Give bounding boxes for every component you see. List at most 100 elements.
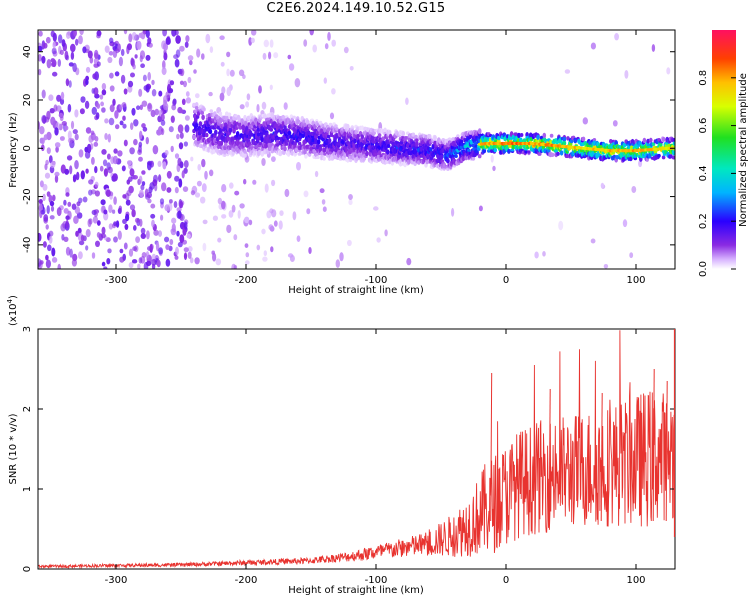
- spectrogram-noise-cell: [38, 199, 43, 204]
- spectrogram-noise-cell: [140, 227, 146, 234]
- spectrogram-noise-cell: [384, 229, 388, 237]
- spectrogram-ridge-cell: [372, 131, 377, 135]
- spectrogram-noise-cell: [96, 220, 101, 226]
- spectrogram-noise-cell: [84, 100, 90, 109]
- spectrogram-noise-cell: [136, 40, 142, 50]
- spectrogram-noise-cell: [107, 166, 113, 174]
- spectrogram-noise-cell: [243, 178, 247, 185]
- spectrogram-noise-cell: [151, 219, 155, 228]
- spectrogram-noise-cell: [80, 96, 86, 103]
- spectrogram-ridge-cell: [290, 150, 295, 156]
- spectrogram-ridge-cell: [262, 131, 266, 135]
- spectrogram-noise-cell: [331, 39, 337, 47]
- spectrogram-noise-cell: [296, 161, 301, 171]
- spectrogram-noise-cell: [217, 197, 223, 205]
- spectrogram-noise-cell: [406, 257, 412, 266]
- spectrogram-noise-cell: [78, 251, 83, 260]
- spectrogram-noise-cell: [156, 129, 162, 136]
- spectrogram-ridge-cell: [196, 111, 201, 117]
- spectrogram-noise-cell: [100, 101, 104, 107]
- spectrogram-noise-cell: [101, 107, 106, 113]
- spectrogram-noise-cell: [71, 203, 77, 210]
- spectrogram-noise-cell: [49, 108, 55, 114]
- spectrogram-noise-cell: [126, 160, 132, 166]
- spectrogram-noise-cell: [74, 206, 81, 215]
- spectrogram-noise-cell: [246, 93, 251, 101]
- spectrogram-ridge-cell: [194, 123, 199, 128]
- spectrogram-noise-cell: [65, 31, 71, 39]
- spectrogram-noise-cell: [202, 219, 208, 225]
- spectrogram-noise-cell: [161, 40, 167, 50]
- spectrogram-ridge-cell: [566, 136, 570, 141]
- spectrogram-noise-cell: [183, 141, 188, 147]
- spectrogram-noise-cell: [101, 226, 106, 235]
- spectrogram-noise-cell: [74, 133, 79, 141]
- spectrogram-noise-cell: [134, 54, 138, 59]
- spectrogram-noise-cell: [134, 217, 140, 223]
- spectrogram-noise-cell: [190, 190, 196, 196]
- spectrogram-noise-cell: [125, 199, 131, 206]
- spectrogram-noise-cell: [117, 150, 123, 157]
- spectrogram-ridge-cell: [671, 149, 675, 156]
- spectrogram-noise-cell: [104, 45, 110, 53]
- spectrogram-noise-cell: [63, 208, 69, 214]
- spectrogram-noise-cell: [534, 251, 539, 259]
- spectrogram-noise-cell: [166, 187, 172, 193]
- spectrogram-ridge-cell: [234, 114, 238, 118]
- spectrogram-noise-cell: [163, 95, 168, 104]
- spectrogram-noise-cell: [165, 258, 171, 267]
- spectrogram-noise-cell: [118, 205, 123, 212]
- spectrogram-noise-cell: [129, 168, 135, 177]
- spectrogram-noise-cell: [66, 155, 73, 161]
- spectrogram-ridge-cell: [318, 144, 323, 148]
- spectrogram-noise-cell: [256, 104, 260, 113]
- spectrogram-noise-cell: [229, 69, 235, 77]
- spectrogram-ridge-cell: [258, 141, 263, 146]
- spectrogram-ridge-cell: [442, 163, 447, 169]
- spectrogram-noise-cell: [478, 205, 483, 212]
- spectrogram-ridge-cell: [198, 121, 203, 127]
- spectrogram-noise-cell: [145, 85, 150, 93]
- spectrogram-noise-cell: [153, 174, 158, 183]
- spectrogram-ridge-cell: [238, 125, 243, 130]
- spectrogram-noise-cell: [149, 243, 154, 250]
- spectrogram-noise-cell: [107, 56, 113, 64]
- spectrogram-noise-cell: [158, 174, 162, 183]
- spectrogram-ridge-cell: [285, 139, 290, 143]
- spectrogram-noise-cell: [41, 144, 45, 152]
- spectrogram-noise-cell: [171, 223, 176, 233]
- spectrogram-ridge-cell: [269, 127, 274, 132]
- spectrogram-noise-cell: [160, 214, 164, 221]
- spectrogram-noise-cell: [135, 236, 141, 244]
- spectrogram-noise-cell: [163, 102, 169, 111]
- spectrogram-noise-cell: [75, 38, 79, 46]
- spectrogram-noise-cell: [85, 229, 91, 238]
- spectrogram-noise-cell: [57, 58, 61, 67]
- spectrogram-ridge-cell: [467, 148, 471, 152]
- spectrogram-ridge-cell: [194, 106, 199, 110]
- spectrogram-noise-cell: [221, 184, 227, 193]
- spectrogram-noise-cell: [74, 160, 79, 170]
- spectrogram-ridge-cell: [254, 144, 259, 149]
- spectrogram-noise-cell: [147, 161, 152, 171]
- spectrogram-ridge-cell: [243, 149, 247, 154]
- spectrogram-ridge-cell: [377, 150, 382, 156]
- spectrogram-noise-cell: [42, 241, 47, 248]
- spectrogram-ridge-cell: [477, 154, 482, 159]
- snr-peak-spike: [490, 372, 493, 522]
- spectrogram-ridge-cell: [417, 156, 421, 162]
- spectrogram-noise-cell: [324, 43, 329, 50]
- spectrogram-noise-cell: [156, 259, 161, 268]
- spectrogram-x-tick-label: 0: [503, 275, 509, 286]
- spectrogram-ridge-cell: [581, 136, 586, 142]
- spectrogram-noise-cell: [114, 71, 120, 77]
- spectrogram-noise-cell: [91, 88, 95, 94]
- spectrogram-ridge-cell: [283, 146, 287, 152]
- spectrogram-noise-cell: [68, 80, 72, 88]
- spectrogram-noise-cell: [51, 62, 56, 67]
- spectrogram-ridge-cell: [456, 134, 460, 139]
- spectrogram-noise-cell: [50, 161, 56, 169]
- spectrogram-noise-cell: [349, 66, 354, 71]
- spectrogram-noise-cell: [168, 88, 174, 94]
- spectrogram-ridge-cell: [615, 155, 619, 160]
